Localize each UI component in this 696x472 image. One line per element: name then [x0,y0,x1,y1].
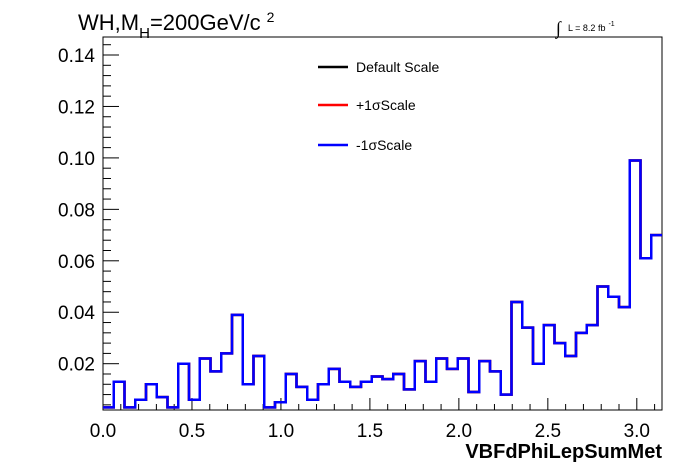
series-line-default [103,159,662,409]
x-tick-label: 1.0 [268,421,294,442]
integral-sign: ∫ [555,18,562,39]
x-tick-label: 0.5 [179,421,205,442]
luminosity-text: L = 8.2 fb -1 [568,21,615,33]
y-tick-label: 0.02 [58,355,95,376]
plot-frame [102,36,663,411]
x-tick-label: 0.0 [90,421,116,442]
y-tick-label: 0.10 [58,149,95,170]
legend-label-default: Default Scale [356,59,439,75]
x-tick-label: 2.0 [446,421,472,442]
legend-label-plus1sigma: +1σScale [356,97,416,113]
y-tick-label: 0.06 [58,252,95,273]
series-line-minus1sigma [103,159,662,409]
legend-label-minus1sigma: -1σScale [356,137,412,153]
x-tick-label: 3.0 [624,421,650,442]
y-tick-label: 0.14 [58,46,95,67]
y-tick-label: 0.08 [58,200,95,221]
y-tick-label: 0.04 [58,303,95,324]
x-tick-label: 1.5 [357,421,383,442]
chart-title: WH,MH=200GeV/c 2 [78,9,275,42]
luminosity-label: ∫ L = 8.2 fb -1 [555,18,615,39]
x-tick-label: 2.5 [535,421,561,442]
axes: 0.0 0.5 1.0 1.5 2.0 2.5 3.0 0.02 0.04 0.06 0.08 0.1… [58,44,656,442]
plot-lines [103,159,662,409]
series-line-plus1sigma [103,159,662,409]
y-tick-label: 0.12 [58,97,95,118]
legend: Default Scale +1σScale -1σScale [318,59,439,153]
x-axis-label: VBFdPhiLepSumMet [465,441,662,463]
